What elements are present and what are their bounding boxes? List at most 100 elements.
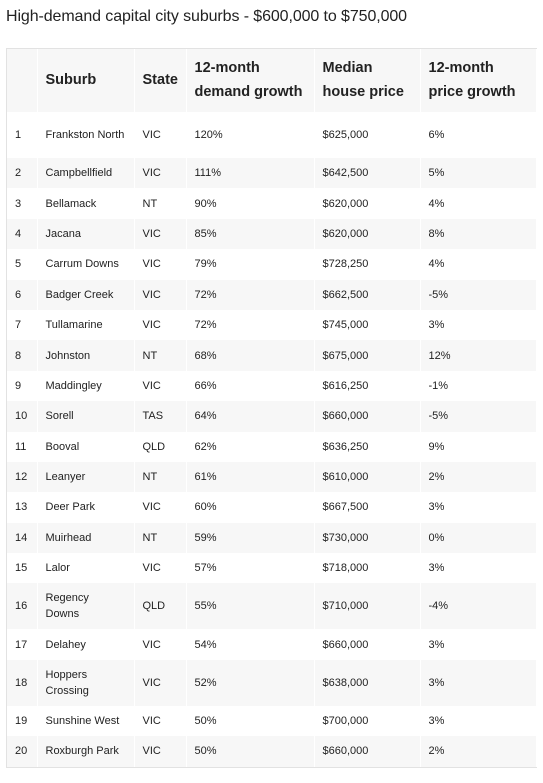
cell-suburb: Delahey: [37, 629, 135, 660]
table-row: 10 Sorell TAS 64% $660,000 -5%: [7, 401, 537, 432]
cell-suburb: Sorell: [37, 401, 135, 432]
cell-demand-growth: 66%: [186, 370, 315, 402]
cell-median-price: $662,500: [314, 279, 421, 310]
cell-state: VIC: [134, 629, 187, 660]
cell-rank: 3: [7, 188, 38, 219]
cell-suburb: Hoppers Crossing: [37, 659, 135, 706]
table-row: 11 Booval QLD 62% $636,250 9%: [7, 431, 537, 462]
cell-demand-growth: 62%: [186, 431, 315, 462]
cell-price-growth: -5%: [420, 279, 537, 310]
cell-rank: 5: [7, 249, 38, 280]
table-row: 14 Muirhead NT 59% $730,000 0%: [7, 522, 537, 554]
cell-suburb: Lalor: [37, 553, 135, 584]
cell-rank: 20: [7, 736, 38, 767]
cell-median-price: $667,500: [314, 492, 421, 523]
table-row: 6 Badger Creek VIC 72% $662,500 -5%: [7, 279, 537, 310]
cell-state: QLD: [134, 431, 187, 462]
header-state: State: [134, 49, 187, 112]
cell-demand-growth: 50%: [186, 736, 315, 767]
cell-price-growth: 9%: [420, 431, 537, 462]
cell-demand-growth: 90%: [186, 188, 315, 219]
cell-state: VIC: [134, 553, 187, 584]
suburbs-table-container: Suburb State 12-month demand growth Medi…: [6, 48, 537, 768]
cell-demand-growth: 60%: [186, 492, 315, 523]
cell-median-price: $620,000: [314, 218, 421, 250]
table-row: 3 Bellamack NT 90% $620,000 4%: [7, 188, 537, 219]
cell-suburb: Sunshine West: [37, 705, 135, 737]
table-row: 18 Hoppers Crossing VIC 52% $638,000 3%: [7, 659, 537, 706]
cell-price-growth: 6%: [420, 112, 537, 158]
table-row: 4 Jacana VIC 85% $620,000 8%: [7, 218, 537, 250]
cell-median-price: $710,000: [314, 583, 421, 630]
cell-suburb: Maddingley: [37, 370, 135, 402]
cell-demand-growth: 50%: [186, 705, 315, 737]
cell-rank: 12: [7, 461, 38, 493]
cell-suburb: Leanyer: [37, 461, 135, 493]
table-row: 2 Campbellfield VIC 111% $642,500 5%: [7, 158, 537, 189]
header-rank: [7, 49, 38, 112]
cell-demand-growth: 111%: [186, 158, 315, 189]
cell-demand-growth: 120%: [186, 112, 315, 158]
cell-demand-growth: 61%: [186, 461, 315, 493]
cell-median-price: $642,500: [314, 158, 421, 189]
cell-state: VIC: [134, 736, 187, 767]
header-price-growth: 12-month price growth: [420, 49, 537, 112]
cell-median-price: $660,000: [314, 736, 421, 767]
cell-suburb: Tullamarine: [37, 309, 135, 341]
cell-rank: 6: [7, 279, 38, 310]
cell-state: VIC: [134, 705, 187, 737]
cell-state: NT: [134, 522, 187, 554]
cell-median-price: $718,000: [314, 553, 421, 584]
cell-median-price: $610,000: [314, 461, 421, 493]
table-body: 1 Frankston North VIC 120% $625,000 6% 2…: [7, 112, 537, 767]
cell-rank: 15: [7, 553, 38, 584]
cell-state: VIC: [134, 492, 187, 523]
table-row: 1 Frankston North VIC 120% $625,000 6%: [7, 112, 537, 158]
cell-median-price: $730,000: [314, 522, 421, 554]
cell-median-price: $625,000: [314, 112, 421, 158]
cell-demand-growth: 55%: [186, 583, 315, 630]
cell-demand-growth: 57%: [186, 553, 315, 584]
cell-rank: 16: [7, 583, 38, 630]
cell-price-growth: 3%: [420, 492, 537, 523]
header-median-price: Median house price: [314, 49, 421, 112]
cell-price-growth: 0%: [420, 522, 537, 554]
cell-price-growth: 5%: [420, 158, 537, 189]
cell-suburb: Campbellfield: [37, 158, 135, 189]
cell-suburb: Jacana: [37, 218, 135, 250]
cell-median-price: $616,250: [314, 370, 421, 402]
cell-median-price: $660,000: [314, 401, 421, 432]
cell-suburb: Roxburgh Park: [37, 736, 135, 767]
cell-median-price: $675,000: [314, 340, 421, 371]
suburbs-table: Suburb State 12-month demand growth Medi…: [7, 49, 537, 767]
cell-price-growth: 3%: [420, 553, 537, 584]
cell-price-growth: 8%: [420, 218, 537, 250]
cell-rank: 14: [7, 522, 38, 554]
table-row: 19 Sunshine West VIC 50% $700,000 3%: [7, 705, 537, 737]
table-row: 12 Leanyer NT 61% $610,000 2%: [7, 461, 537, 493]
cell-state: NT: [134, 188, 187, 219]
cell-state: QLD: [134, 583, 187, 630]
cell-state: NT: [134, 461, 187, 493]
cell-demand-growth: 52%: [186, 659, 315, 706]
table-row: 13 Deer Park VIC 60% $667,500 3%: [7, 492, 537, 523]
cell-rank: 9: [7, 370, 38, 402]
cell-demand-growth: 68%: [186, 340, 315, 371]
header-demand-growth: 12-month demand growth: [186, 49, 315, 112]
cell-state: VIC: [134, 659, 187, 706]
cell-rank: 11: [7, 431, 38, 462]
cell-suburb: Johnston: [37, 340, 135, 371]
cell-median-price: $728,250: [314, 249, 421, 280]
cell-median-price: $745,000: [314, 309, 421, 341]
cell-rank: 17: [7, 629, 38, 660]
table-row: 17 Delahey VIC 54% $660,000 3%: [7, 629, 537, 660]
cell-price-growth: -5%: [420, 401, 537, 432]
cell-state: VIC: [134, 370, 187, 402]
cell-median-price: $638,000: [314, 659, 421, 706]
cell-price-growth: 2%: [420, 736, 537, 767]
cell-price-growth: -1%: [420, 370, 537, 402]
cell-rank: 2: [7, 158, 38, 189]
cell-price-growth: 2%: [420, 461, 537, 493]
cell-price-growth: 3%: [420, 659, 537, 706]
cell-demand-growth: 72%: [186, 309, 315, 341]
